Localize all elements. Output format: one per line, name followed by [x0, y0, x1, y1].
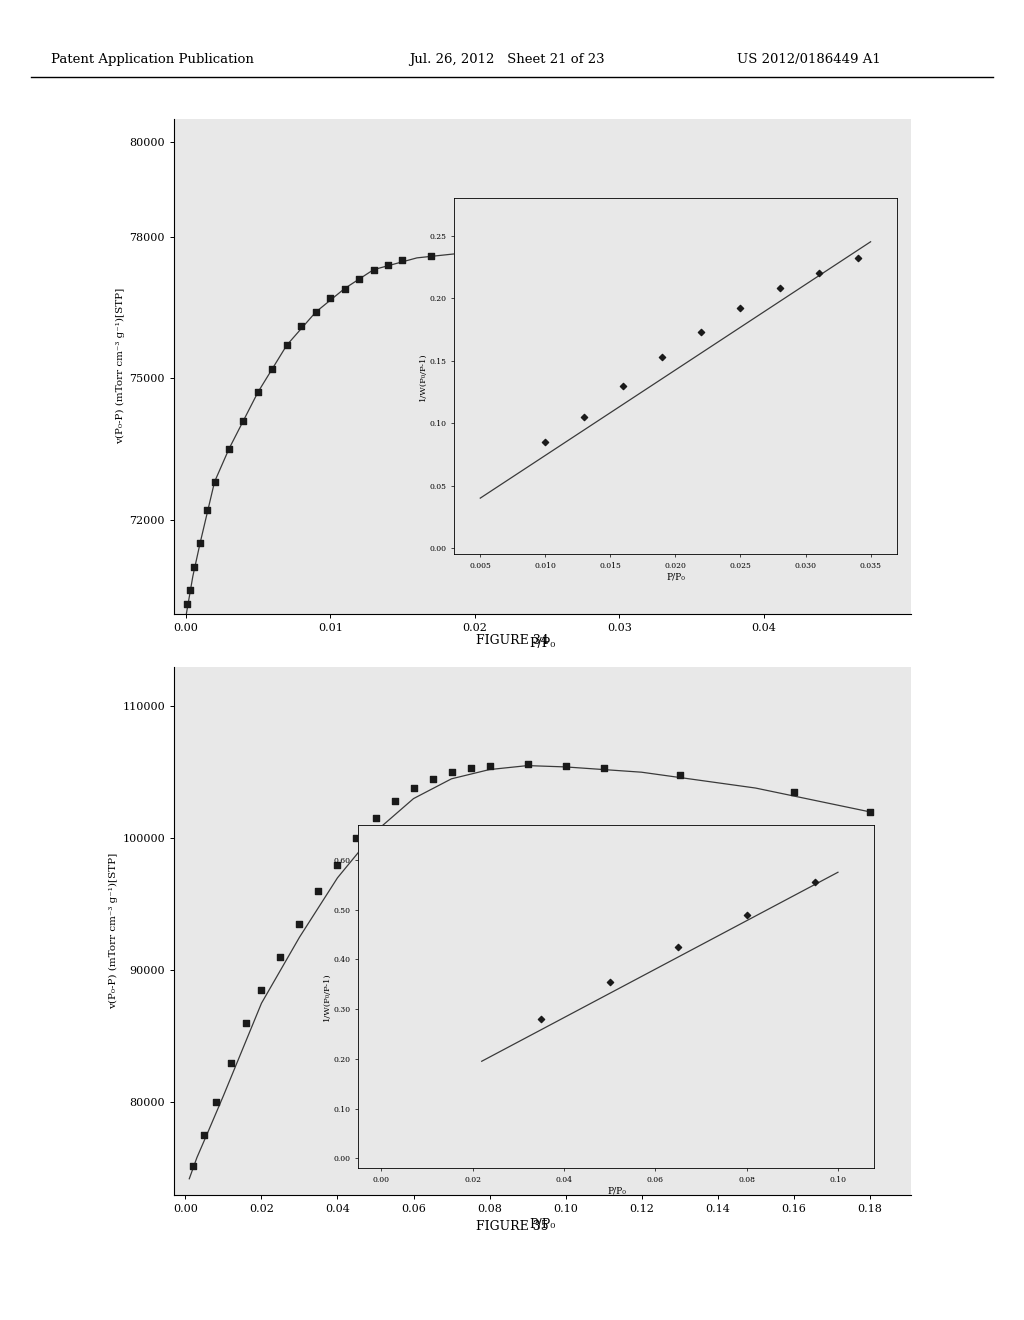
Point — [330, 854, 346, 875]
Text: US 2012/0186449 A1: US 2012/0186449 A1 — [737, 53, 881, 66]
Point — [595, 758, 611, 779]
Point — [239, 1012, 255, 1034]
Point — [322, 288, 338, 309]
Point — [207, 471, 223, 492]
Point — [785, 781, 802, 803]
Point — [293, 315, 309, 337]
X-axis label: P/P₀: P/P₀ — [529, 638, 556, 649]
Point — [557, 755, 573, 776]
Point — [191, 532, 208, 553]
Point — [539, 240, 555, 261]
Point — [253, 979, 269, 1001]
Point — [208, 1092, 224, 1113]
Point — [481, 755, 498, 776]
Point — [310, 880, 327, 902]
Y-axis label: v(P₀-P) (mTorr cm⁻³ g⁻¹)[STP]: v(P₀-P) (mTorr cm⁻³ g⁻¹)[STP] — [116, 288, 125, 445]
Point — [185, 1155, 202, 1176]
Point — [272, 946, 289, 968]
Point — [351, 268, 368, 289]
Point — [380, 255, 396, 276]
Point — [291, 913, 307, 935]
Text: Patent Application Publication: Patent Application Publication — [51, 53, 254, 66]
Point — [366, 259, 382, 280]
Point — [223, 1052, 240, 1073]
Point — [279, 334, 295, 355]
Point — [307, 301, 324, 322]
Point — [481, 242, 498, 263]
Point — [197, 1125, 213, 1146]
Point — [861, 801, 878, 822]
Point — [423, 246, 439, 267]
Point — [250, 381, 266, 403]
Point — [186, 556, 203, 577]
Point — [443, 762, 460, 783]
Point — [756, 243, 772, 264]
Point — [453, 243, 469, 264]
Y-axis label: v(P₀-P) (mTorr cm⁻³ g⁻¹)[STP]: v(P₀-P) (mTorr cm⁻³ g⁻¹)[STP] — [109, 853, 118, 1008]
Point — [199, 499, 215, 520]
Text: FIGURE 34: FIGURE 34 — [475, 634, 549, 647]
Point — [462, 758, 478, 779]
Point — [424, 768, 440, 789]
Point — [386, 791, 402, 812]
Point — [182, 579, 199, 601]
Text: Jul. 26, 2012   Sheet 21 of 23: Jul. 26, 2012 Sheet 21 of 23 — [410, 53, 605, 66]
Point — [179, 594, 196, 615]
Point — [337, 279, 353, 300]
Point — [264, 358, 281, 379]
Point — [221, 438, 238, 459]
Point — [519, 754, 536, 775]
Point — [672, 764, 688, 785]
Point — [236, 411, 252, 432]
Point — [394, 249, 411, 271]
Point — [406, 777, 422, 799]
Point — [368, 808, 384, 829]
Text: FIGURE 35: FIGURE 35 — [476, 1220, 548, 1233]
Point — [611, 240, 628, 261]
Point — [348, 828, 365, 849]
X-axis label: P/P₀: P/P₀ — [529, 1218, 556, 1230]
Point — [871, 246, 888, 267]
